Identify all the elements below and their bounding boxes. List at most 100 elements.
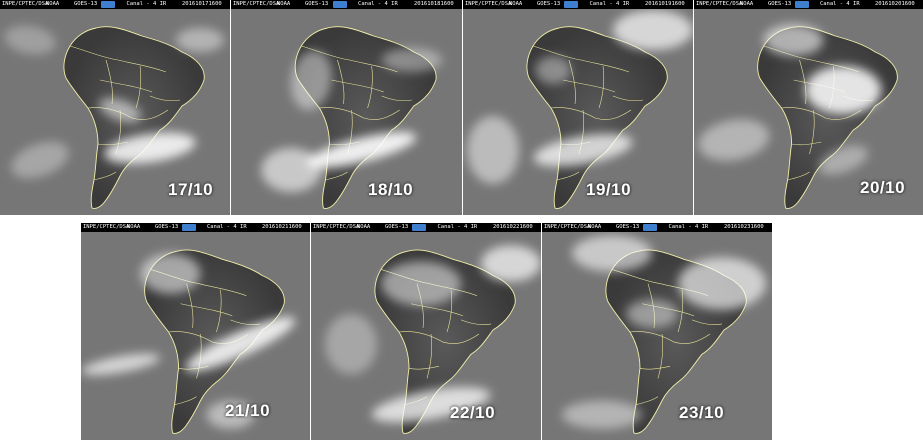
country-border xyxy=(639,366,671,370)
country-border xyxy=(809,109,815,155)
satellite-label: GOES-13 xyxy=(616,224,640,230)
cptec-logo-icon xyxy=(794,1,809,8)
timestamp-label: 201610231600 xyxy=(724,224,764,230)
cloud-cover xyxy=(562,235,766,429)
country-border xyxy=(426,333,433,379)
date-label: 20/10 xyxy=(860,178,906,197)
country-border xyxy=(657,333,664,379)
country-border xyxy=(580,59,630,73)
country-border xyxy=(460,319,492,326)
agency-label: NOAA xyxy=(509,1,523,7)
country-border xyxy=(612,95,644,102)
country-border xyxy=(117,59,167,73)
continent-outline xyxy=(144,249,285,434)
date-label: 19/10 xyxy=(586,180,632,199)
country-border xyxy=(781,107,826,119)
channel-label: Canal - 4 IR xyxy=(126,1,167,7)
image-header-bar: INPE/CPTEC/DSA NOAA GOES-13 Canal - 4 IR 201… xyxy=(311,223,541,232)
channel-label: Canal - 4 IR xyxy=(358,1,398,7)
timestamp-label: 201610201600 xyxy=(875,1,915,7)
agency-label: NOAA xyxy=(127,224,141,230)
country-border xyxy=(301,45,350,61)
timestamp-label: 201610211600 xyxy=(262,224,302,230)
agency-label: NOAA xyxy=(588,224,602,230)
cloud-cover xyxy=(467,10,693,184)
country-border xyxy=(442,333,480,344)
date-label: 22/10 xyxy=(450,403,496,422)
source-label: INPE/CPTEC/DSA xyxy=(2,1,49,7)
satellite-panel-2: INPE/CPTEC/DSA NOAA GOES-13 Canal - 4 IR 201… xyxy=(231,0,462,215)
cptec-logo-icon xyxy=(412,224,427,231)
satellite-panel-6: INPE/CPTEC/DSA NOAA GOES-13 Canal - 4 IR 201… xyxy=(311,223,541,440)
cloud-cover xyxy=(325,245,541,423)
satellite-label: GOES-13 xyxy=(537,1,561,7)
timestamp-label: 201610181600 xyxy=(414,1,454,7)
timestamp-label: 201610221600 xyxy=(493,224,533,230)
country-border xyxy=(168,331,213,343)
country-border xyxy=(149,95,181,102)
cptec-logo-icon xyxy=(332,1,347,8)
country-border xyxy=(629,331,675,343)
image-header-bar: INPE/CPTEC/DSA NOAA GOES-13 Canal - 4 IR 201… xyxy=(542,223,772,232)
country-border xyxy=(408,366,440,370)
cloud-cover xyxy=(81,253,296,429)
image-header-bar: INPE/CPTEC/DSA NOAA GOES-13 Canal - 4 IR 201… xyxy=(463,0,693,9)
satellite-label: GOES-13 xyxy=(385,224,409,230)
country-border xyxy=(381,95,412,102)
country-border xyxy=(532,45,582,61)
country-border xyxy=(673,333,711,344)
country-border xyxy=(331,79,384,93)
country-border xyxy=(398,331,444,343)
date-label: 21/10 xyxy=(225,401,271,420)
satellite-label: GOES-13 xyxy=(74,1,98,7)
satellite-image xyxy=(81,223,310,440)
country-border xyxy=(337,59,345,105)
satellite-image xyxy=(542,223,772,440)
source-label: INPE/CPTEC/DSA xyxy=(233,1,280,7)
source-label: INPE/CPTEC/DSA xyxy=(544,224,591,230)
satellite-image xyxy=(0,0,230,215)
country-border xyxy=(568,59,576,105)
country-border xyxy=(99,79,153,93)
cptec-logo-icon xyxy=(643,224,658,231)
country-border xyxy=(367,65,373,109)
satellite-label: GOES-13 xyxy=(305,1,329,7)
satellite-label: GOES-13 xyxy=(155,224,179,230)
cloud-cover xyxy=(261,48,442,192)
country-border xyxy=(198,283,247,296)
date-label: 17/10 xyxy=(168,180,214,199)
country-border xyxy=(325,171,348,181)
source-label: INPE/CPTEC/DSA xyxy=(83,224,130,230)
satellite-panel-7: INPE/CPTEC/DSA NOAA GOES-13 Canal - 4 IR 201… xyxy=(542,223,772,440)
source-label: INPE/CPTEC/DSA xyxy=(313,224,360,230)
channel-label: Canal - 4 IR xyxy=(589,1,630,7)
country-border xyxy=(691,319,723,326)
image-header-bar: INPE/CPTEC/DSA NOAA GOES-13 Canal - 4 IR 201… xyxy=(0,0,230,9)
country-border xyxy=(349,59,398,73)
cptec-logo-icon xyxy=(101,1,116,8)
country-border xyxy=(594,109,632,120)
channel-label: Canal - 4 IR xyxy=(437,224,478,230)
country-border xyxy=(635,396,659,405)
channel-label: Canal - 4 IR xyxy=(668,224,709,230)
channel-label: Canal - 4 IR xyxy=(819,1,860,7)
image-header-bar: INPE/CPTEC/DSA NOAA GOES-13 Canal - 4 IR 201… xyxy=(694,0,923,9)
country-border xyxy=(319,107,364,119)
cptec-logo-icon xyxy=(181,224,196,231)
cptec-logo-icon xyxy=(564,1,579,8)
country-border xyxy=(799,59,807,105)
source-label: INPE/CPTEC/DSA xyxy=(465,1,512,7)
country-border xyxy=(216,289,222,333)
satellite-image xyxy=(311,223,541,440)
country-border xyxy=(598,65,605,109)
image-header-bar: INPE/CPTEC/DSA NOAA GOES-13 Canal - 4 IR 201… xyxy=(81,223,310,232)
country-border xyxy=(180,303,233,317)
satellite-image xyxy=(463,0,693,215)
date-label: 23/10 xyxy=(679,403,725,422)
cloud-cover xyxy=(698,24,882,175)
country-border xyxy=(556,171,580,181)
timestamp-label: 201610171600 xyxy=(182,1,222,7)
agency-label: NOAA xyxy=(277,1,291,7)
country-border xyxy=(174,396,197,405)
country-border xyxy=(363,109,400,120)
